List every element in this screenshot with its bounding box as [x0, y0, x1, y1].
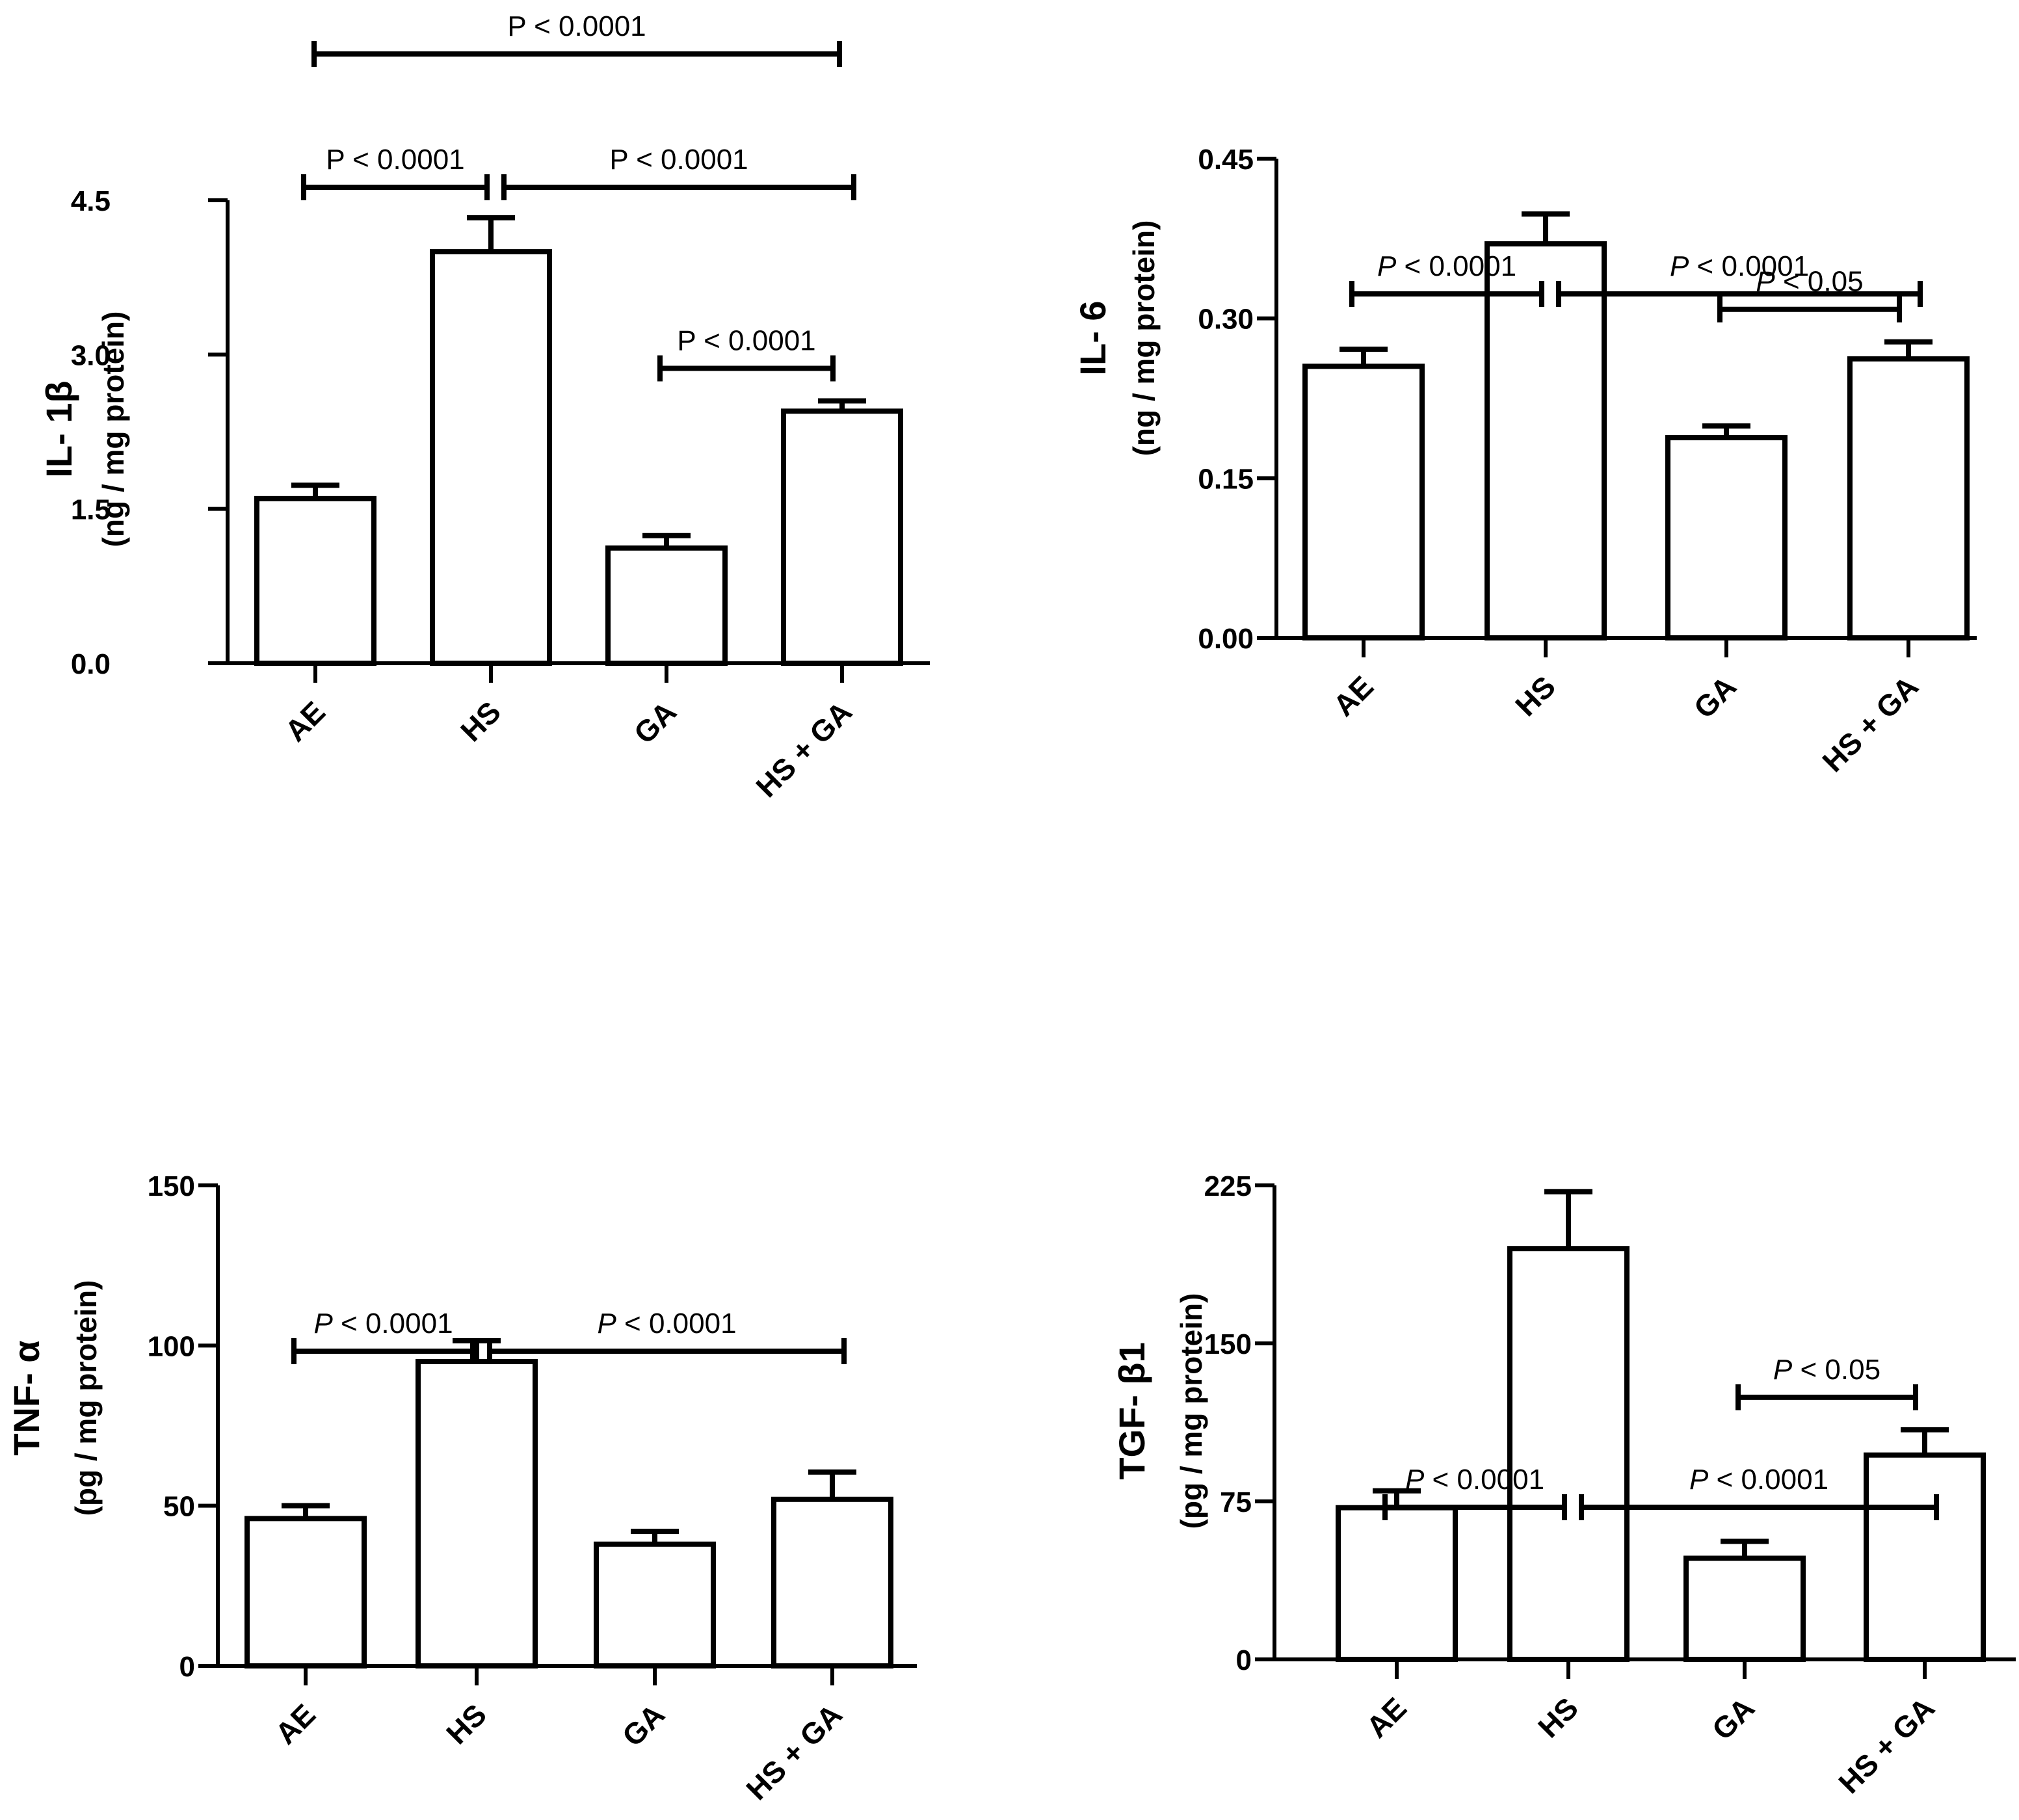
category-label: AE: [269, 1697, 322, 1750]
bar: [1507, 1246, 1630, 1662]
bar: [1336, 1505, 1458, 1662]
y-axis-unit: (ng / mg protein): [96, 311, 130, 547]
category-label: HS: [1509, 669, 1562, 722]
y-axis-unit: (pg / mg protein): [1174, 1293, 1208, 1529]
y-axis-title: IL- 1β: [38, 380, 79, 477]
bar: [594, 1541, 716, 1668]
y-tick-label: 150: [148, 1170, 195, 1202]
category-label: AE: [278, 694, 332, 748]
bar: [254, 495, 376, 666]
category-label: HS: [1531, 1691, 1585, 1744]
y-tick-label: 0: [179, 1651, 195, 1683]
y-tick-label: 150: [1204, 1328, 1252, 1360]
y-tick-label: 0.0: [71, 648, 111, 680]
category-label: HS + GA: [739, 1697, 849, 1806]
significance-label: P < 0.0001: [609, 144, 748, 176]
y-tick-label: 100: [148, 1330, 195, 1362]
category-label: AE: [1360, 1691, 1413, 1744]
panel-il1b: 0.0 1.5 3.0 4.5 AE HS GA HS + GA IL- 1β (ng / mg …: [38, 10, 930, 804]
bar: [1485, 241, 1607, 640]
y-tick-label: 225: [1204, 1170, 1252, 1202]
y-tick-label: 50: [163, 1491, 195, 1523]
bar: [781, 408, 903, 666]
bar: [430, 249, 552, 666]
bar: [1683, 1555, 1806, 1662]
y-tick-label: 1.5: [71, 494, 111, 526]
significance-label: P < 0.0001: [1377, 250, 1516, 282]
panel-il6: 0.00 0.15 0.30 0.45 AE HS GA HS + GA IL- 6 (ng / …: [1072, 144, 1977, 778]
significance-label: P < 0.05: [1756, 266, 1863, 298]
y-axis-unit: (pg / mg protein): [69, 1280, 103, 1516]
category-label: GA: [1687, 669, 1743, 725]
y-tick-label: 75: [1220, 1486, 1252, 1518]
y-axis-title: IL- 6: [1072, 300, 1113, 375]
bar: [1302, 363, 1425, 640]
y-tick-label: 3.0: [71, 339, 111, 371]
category-label: HS: [454, 694, 507, 748]
panel-tgf-beta1: 0 75 150 225 AE HS GA HS + GA TGF- β1 (pg / mg pr…: [1111, 1170, 2016, 1800]
category-label: HS + GA: [1815, 669, 1925, 778]
significance-label: P < 0.0001: [507, 10, 646, 42]
significance-label: P < 0.0001: [326, 144, 464, 176]
category-label: AE: [1326, 669, 1380, 722]
bar: [605, 545, 728, 666]
bar: [416, 1358, 538, 1668]
significance-label: P < 0.0001: [1405, 1464, 1544, 1496]
category-label: GA: [627, 694, 683, 750]
bar: [1847, 356, 1970, 640]
y-tick-label: 4.5: [71, 185, 111, 217]
y-tick-label: 0: [1236, 1644, 1252, 1676]
bar: [244, 1516, 367, 1668]
significance-label: P < 0.0001: [597, 1308, 736, 1339]
y-tick-label: 0.00: [1198, 623, 1254, 655]
category-label: GA: [616, 1697, 672, 1753]
significance-label: P < 0.05: [1773, 1354, 1880, 1386]
significance-label: P < 0.0001: [677, 325, 815, 357]
category-label: HS + GA: [1832, 1691, 1941, 1800]
significance-label: P < 0.0001: [1670, 250, 1809, 282]
significance-label: P < 0.0001: [1689, 1464, 1828, 1496]
category-label: GA: [1706, 1691, 1762, 1747]
bar: [1864, 1452, 1986, 1662]
y-axis-unit: (ng / mg protein): [1127, 220, 1161, 456]
y-axis-title: TNF- α: [6, 1340, 47, 1456]
category-label: HS: [440, 1697, 493, 1750]
category-label: HS + GA: [749, 694, 858, 804]
y-axis-title: TGF- β1: [1111, 1342, 1152, 1480]
significance-label: P < 0.0001: [313, 1308, 453, 1339]
bar: [1665, 435, 1788, 640]
bar: [771, 1496, 893, 1668]
y-tick-label: 0.45: [1198, 144, 1254, 176]
panel-tnf-alpha: 0 50 100 150 AE HS GA HS + GA TNF- α (pg / mg pro…: [6, 1170, 917, 1806]
y-tick-label: 0.15: [1198, 463, 1254, 495]
y-tick-label: 0.30: [1198, 304, 1254, 336]
